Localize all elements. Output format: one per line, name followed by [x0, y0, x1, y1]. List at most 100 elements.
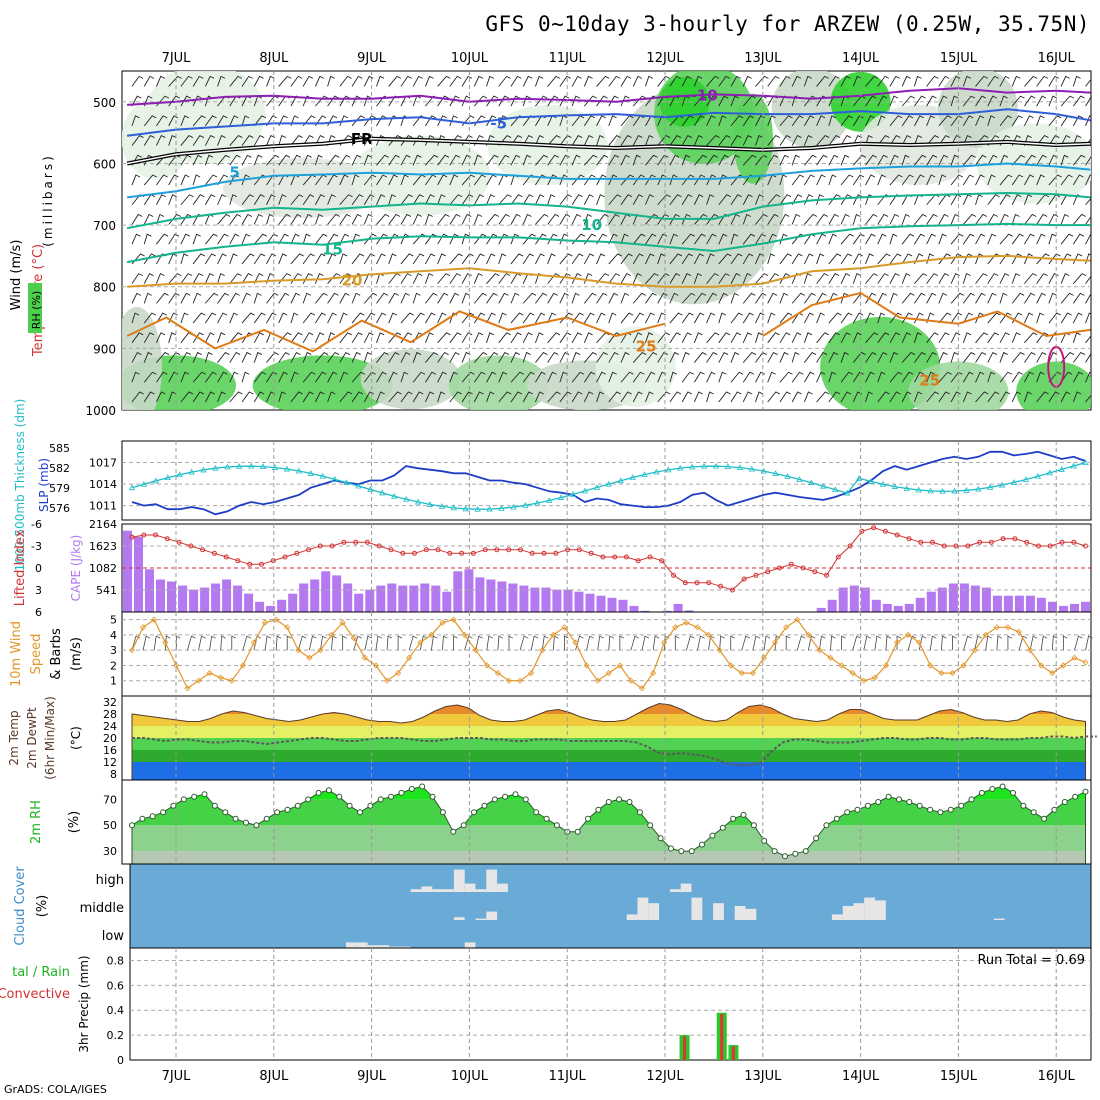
li-tick-label: -6 [31, 518, 42, 531]
wind-barb [929, 635, 937, 651]
rh-marker [668, 845, 674, 852]
wind-barb [351, 75, 363, 87]
wind-barb [376, 174, 388, 186]
wind-barb [796, 635, 806, 651]
wind-barb [363, 213, 373, 225]
wind-barb [315, 292, 328, 304]
wind-barb [143, 253, 156, 265]
rh-marker [1072, 793, 1079, 800]
wind-barb [278, 312, 288, 324]
precip-convective-bar [683, 1036, 687, 1060]
wind-barb [975, 233, 986, 245]
wind-barb [803, 174, 815, 186]
isotherm-label: FR [351, 130, 373, 148]
wind-barb [987, 391, 1000, 403]
rh-marker [325, 787, 332, 794]
wind-barb [143, 75, 155, 87]
cape-bar [453, 571, 463, 612]
wind-barb [950, 213, 960, 225]
wind-barb [547, 332, 561, 344]
wind-barb [681, 351, 690, 363]
wind-barb [327, 312, 337, 324]
rh-marker [1041, 815, 1048, 822]
wind-barb [473, 312, 486, 324]
wind-barb [278, 253, 287, 265]
wind-barb [535, 134, 544, 146]
wind-barb [1024, 95, 1036, 107]
wind-barb [608, 233, 618, 245]
lifted-index-marker [317, 543, 323, 549]
cape-bar [1014, 595, 1024, 612]
wind-barb [217, 134, 226, 146]
wind-barb [522, 233, 536, 245]
wind-barb [510, 292, 520, 304]
wind-barb [1036, 292, 1046, 304]
wind-barb [742, 292, 756, 304]
rh-marker [1010, 789, 1016, 796]
thickness-marker [307, 470, 314, 476]
lifted-index-marker [329, 543, 335, 549]
wind-barb [535, 253, 545, 265]
wind-barb [437, 273, 451, 284]
wind-barb [645, 253, 655, 265]
wind-barb [681, 253, 693, 265]
wind-barb [681, 134, 693, 146]
wind-barb [363, 75, 374, 87]
wind-barb [645, 134, 654, 146]
cape-bar [145, 569, 154, 612]
rh-marker [885, 793, 892, 800]
wind-barb [437, 391, 446, 403]
wind-barb [877, 391, 890, 403]
wind-barb [442, 635, 448, 651]
wind-barb [803, 391, 813, 403]
wind-barb [755, 312, 765, 324]
rh-marker [211, 802, 218, 809]
wind-barb [804, 154, 817, 166]
wind-barb [950, 253, 962, 265]
wind-barb [522, 75, 533, 87]
wind-barb [669, 154, 680, 166]
cape-ylabel: CAPE (J/kg) [69, 535, 83, 602]
lifted-index-marker [682, 580, 688, 586]
wind-barb [314, 312, 326, 324]
lifted-index-marker [435, 547, 441, 553]
wind-barb [718, 233, 728, 245]
wind-barb [412, 312, 425, 324]
cape-bar [618, 599, 628, 612]
wind-speed-marker [827, 654, 834, 661]
cape-bar [629, 605, 639, 612]
wind-barb [693, 351, 707, 363]
wind-barb [852, 312, 864, 324]
lifted-index-marker [647, 554, 653, 560]
wind-barb [204, 312, 217, 324]
wind-barb [975, 371, 985, 383]
cloud-bar [713, 903, 724, 920]
wind-barb [645, 273, 659, 284]
wind-barb [535, 194, 545, 205]
wind-barb [962, 391, 972, 403]
cape-bar [838, 587, 848, 612]
wind-barb [632, 332, 643, 344]
isotherm-25-line [762, 291, 1091, 338]
wind-speed-marker [383, 677, 391, 684]
wind-barb [779, 174, 788, 186]
wind-barb [620, 273, 631, 284]
wind-barb [852, 371, 864, 383]
wind-barb [376, 371, 387, 383]
wind-barb [1072, 312, 1083, 324]
wind-barb [583, 253, 595, 265]
rh-marker [958, 802, 965, 809]
thickness-marker [462, 505, 469, 512]
wind-barb [718, 75, 731, 87]
wind-barb [901, 371, 914, 383]
rh-marker [294, 802, 301, 809]
wind-speed-marker [971, 647, 978, 654]
wind-barb [657, 154, 669, 166]
wind-barb [1024, 233, 1035, 245]
wind-speed-marker [428, 631, 435, 638]
wind-barb [657, 135, 671, 146]
wind-barb [327, 213, 341, 225]
wind-barb [388, 233, 399, 245]
wind-barb [547, 253, 556, 265]
